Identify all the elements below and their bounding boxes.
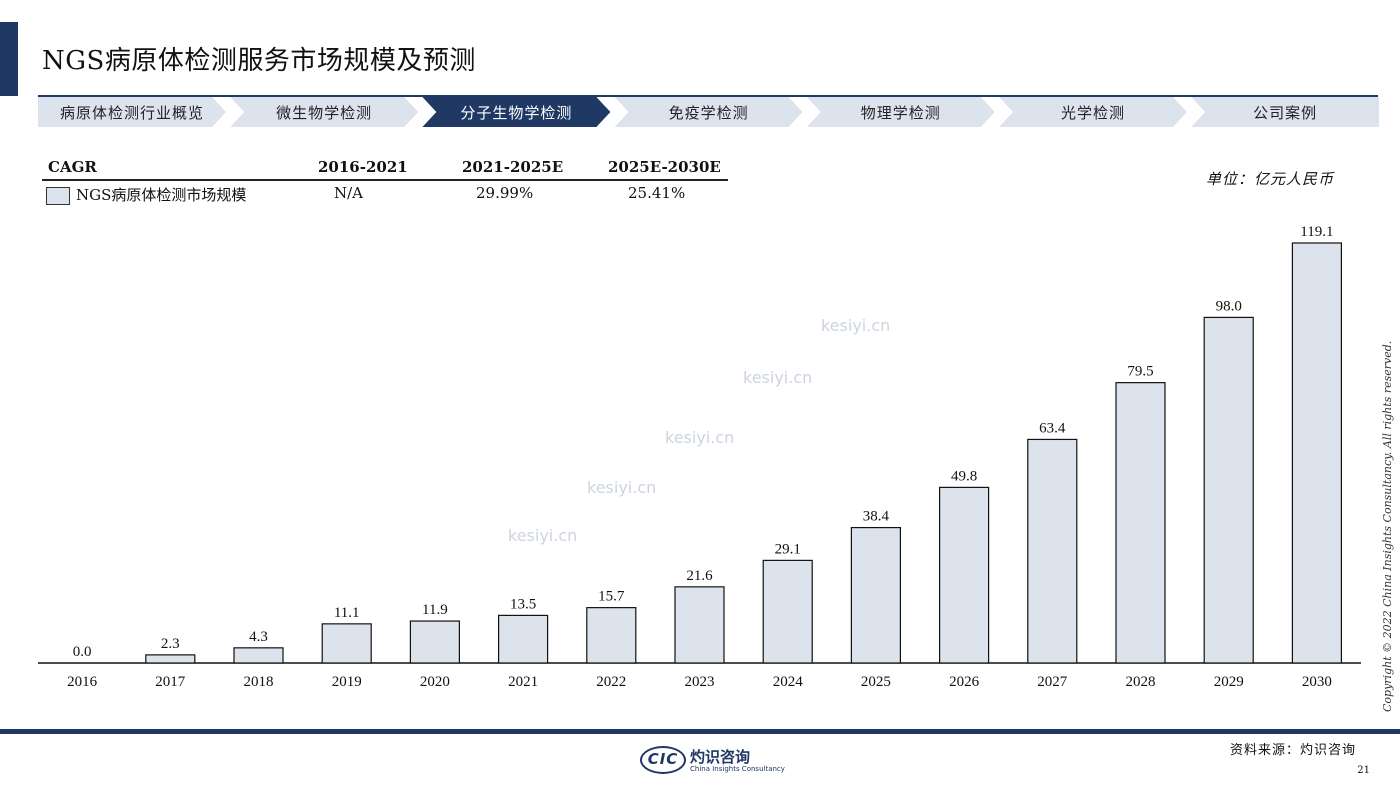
value-label-2023: 21.6 — [686, 568, 713, 584]
cagr-header-2025e-2030e: 2025E-2030E — [608, 158, 721, 176]
value-label-2018: 4.3 — [249, 629, 268, 645]
cagr-header-2016-2021: 2016-2021 — [318, 158, 408, 176]
bar-2026 — [938, 486, 990, 664]
nav-tab-4[interactable]: 免疫学检测 — [615, 97, 803, 127]
copyright-notice: Copyright © 2022 China Insights Consulta… — [1381, 340, 1394, 712]
bar-2025 — [850, 526, 902, 664]
bar-2022 — [586, 607, 637, 664]
x-tick-2021: 2021 — [508, 674, 538, 690]
watermark-text: kesiyi.cn — [743, 368, 813, 387]
cagr-data-row: NGS病原体检测市场规模 N/A 29.99% 25.41% — [42, 181, 728, 211]
footer-divider — [0, 729, 1400, 734]
value-label-2027: 63.4 — [1039, 420, 1066, 436]
unit-label: 单位：亿元人民币 — [1205, 170, 1334, 188]
value-label-2021: 13.5 — [510, 596, 536, 612]
value-label-2022: 15.7 — [598, 589, 625, 605]
value-label-2024: 29.1 — [775, 541, 801, 557]
cagr-header-row: CAGR 2016-2021 2021-2025E 2025E-2030E — [42, 155, 728, 181]
bar-2018 — [233, 647, 284, 664]
nav-tab-2[interactable]: 微生物学检测 — [230, 97, 418, 127]
watermark-text: kesiyi.cn — [821, 316, 891, 335]
x-tick-2025: 2025 — [861, 674, 891, 690]
cagr-table: CAGR 2016-2021 2021-2025E 2025E-2030E NG… — [42, 155, 728, 211]
page-title: NGS病原体检测服务市场规模及预测 — [42, 46, 476, 76]
x-tick-2030: 2030 — [1302, 674, 1332, 690]
section-nav: 病原体检测行业概览 微生物学检测 分子生物学检测 免疫学检测 物理学检测 光学检测 公司案例 — [38, 95, 1380, 127]
page-number: 21 — [1357, 765, 1370, 776]
x-tick-2018: 2018 — [244, 674, 274, 690]
value-label-2017: 2.3 — [161, 636, 180, 652]
value-label-2020: 11.9 — [422, 602, 448, 618]
bar-2020 — [409, 620, 460, 664]
x-tick-2026: 2026 — [949, 674, 980, 690]
logo-mark-icon — [640, 746, 686, 774]
x-tick-2028: 2028 — [1126, 674, 1156, 690]
value-label-2019: 11.1 — [334, 605, 360, 621]
bar-2030 — [1291, 242, 1343, 664]
watermark-text: kesiyi.cn — [665, 428, 735, 447]
x-tick-2022: 2022 — [596, 674, 626, 690]
cagr-header-label: CAGR — [48, 158, 97, 176]
nav-tab-5[interactable]: 物理学检测 — [807, 97, 995, 127]
title-accent-bar — [0, 22, 18, 96]
cic-logo: CIC 灼识咨询 China Insights Consultancy — [640, 746, 785, 776]
x-tick-2024: 2024 — [773, 674, 804, 690]
bar-2017 — [145, 654, 196, 664]
bar-2024 — [762, 559, 813, 664]
value-label-2028: 79.5 — [1127, 364, 1153, 380]
x-tick-2020: 2020 — [420, 674, 450, 690]
bar-2029 — [1203, 316, 1254, 664]
cagr-header-2021-2025e: 2021-2025E — [462, 158, 564, 176]
cagr-value-2021-2025e: 29.99% — [476, 184, 534, 202]
nav-tab-6[interactable]: 光学检测 — [999, 97, 1187, 127]
x-tick-2017: 2017 — [155, 674, 186, 690]
bar-2023 — [674, 586, 725, 664]
cagr-value-2016-2021: N/A — [334, 184, 364, 202]
x-tick-2023: 2023 — [685, 674, 715, 690]
bar-2028 — [1115, 382, 1166, 664]
bar-2021 — [498, 614, 549, 664]
x-tick-2027: 2027 — [1037, 674, 1068, 690]
value-label-2030: 119.1 — [1300, 224, 1333, 240]
x-tick-2019: 2019 — [332, 674, 362, 690]
watermark-text: kesiyi.cn — [508, 526, 578, 545]
logo-subtitle: China Insights Consultancy — [690, 765, 785, 773]
source-note: 资料来源：灼识咨询 — [1229, 743, 1356, 758]
value-label-2026: 49.8 — [951, 468, 977, 484]
legend-swatch — [46, 187, 70, 205]
logo-name: 灼识咨询 — [690, 748, 751, 766]
value-label-2025: 38.4 — [863, 509, 890, 525]
bar-2027 — [1027, 438, 1078, 664]
nav-tab-1[interactable]: 病原体检测行业概览 — [38, 97, 226, 127]
nav-tab-3[interactable]: 分子生物学检测 — [422, 97, 610, 127]
value-label-2029: 98.0 — [1216, 298, 1242, 314]
x-tick-2029: 2029 — [1214, 674, 1244, 690]
nav-tab-7[interactable]: 公司案例 — [1191, 97, 1380, 127]
x-tick-2016: 2016 — [67, 674, 98, 690]
legend-series-name: NGS病原体检测市场规模 — [76, 186, 247, 204]
logo-mark-text: CIC — [647, 750, 679, 768]
cagr-value-2025e-2030e: 25.41% — [628, 184, 686, 202]
value-label-2016: 0.0 — [73, 644, 92, 660]
bar-2019 — [321, 623, 372, 664]
watermark-text: kesiyi.cn — [587, 478, 657, 497]
nav-divider — [38, 95, 1378, 97]
